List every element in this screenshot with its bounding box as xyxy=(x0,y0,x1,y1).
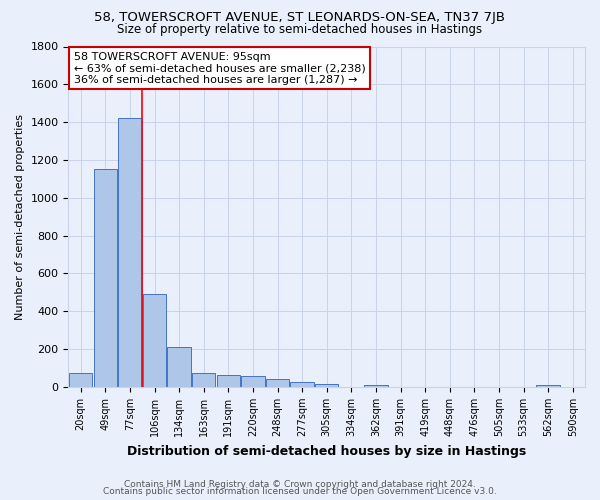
Bar xyxy=(364,385,388,387)
Bar xyxy=(266,380,289,387)
Bar xyxy=(217,374,240,387)
Text: 58, TOWERSCROFT AVENUE, ST LEONARDS-ON-SEA, TN37 7JB: 58, TOWERSCROFT AVENUE, ST LEONARDS-ON-S… xyxy=(95,11,505,24)
Bar xyxy=(69,373,92,387)
Bar xyxy=(143,294,166,387)
Bar xyxy=(118,118,142,387)
X-axis label: Distribution of semi-detached houses by size in Hastings: Distribution of semi-detached houses by … xyxy=(127,444,526,458)
Text: Contains public sector information licensed under the Open Government Licence v3: Contains public sector information licen… xyxy=(103,487,497,496)
Bar xyxy=(536,385,560,387)
Text: 58 TOWERSCROFT AVENUE: 95sqm
← 63% of semi-detached houses are smaller (2,238)
3: 58 TOWERSCROFT AVENUE: 95sqm ← 63% of se… xyxy=(74,52,365,85)
Bar xyxy=(94,170,117,387)
Bar xyxy=(167,347,191,387)
Bar xyxy=(315,384,338,387)
Bar xyxy=(192,373,215,387)
Text: Contains HM Land Registry data © Crown copyright and database right 2024.: Contains HM Land Registry data © Crown c… xyxy=(124,480,476,489)
Bar xyxy=(290,382,314,387)
Text: Size of property relative to semi-detached houses in Hastings: Size of property relative to semi-detach… xyxy=(118,22,482,36)
Bar xyxy=(241,376,265,387)
Y-axis label: Number of semi-detached properties: Number of semi-detached properties xyxy=(15,114,25,320)
